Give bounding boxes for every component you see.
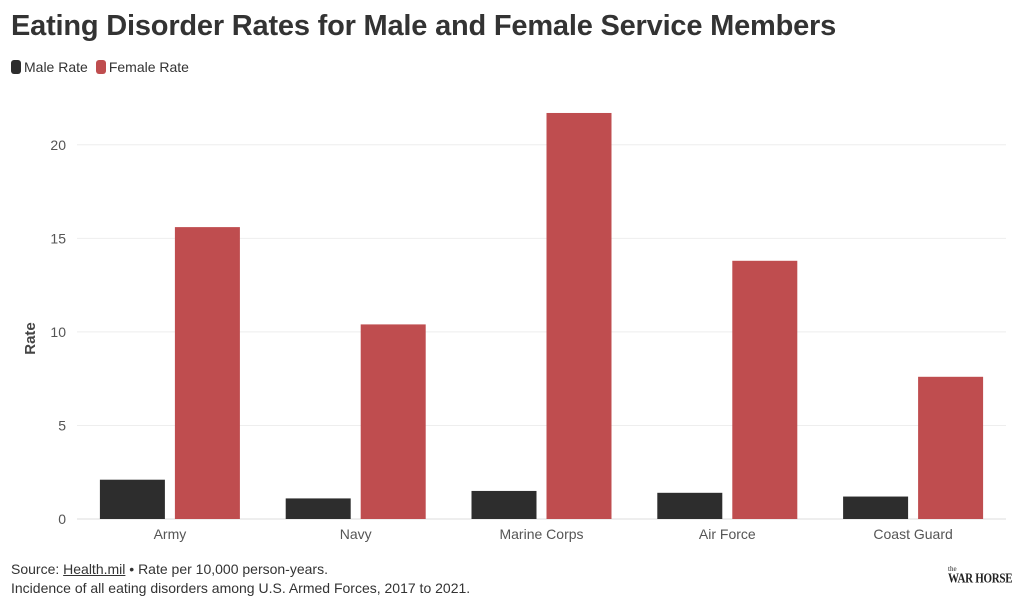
x-tick-label: Marine Corps — [499, 526, 583, 542]
bar-male — [657, 492, 723, 519]
x-tick-label: Navy — [340, 526, 372, 542]
y-tick-label: 10 — [50, 324, 66, 340]
chart-title: Eating Disorder Rates for Male and Femal… — [11, 10, 837, 42]
x-tick-label: Army — [154, 526, 187, 542]
bar-male — [99, 479, 165, 519]
source-link[interactable]: Health.mil — [63, 561, 126, 577]
y-tick-label: 20 — [50, 137, 66, 153]
footer-note: Incidence of all eating disorders among … — [11, 580, 471, 596]
legend-label-male: Male Rate — [24, 59, 88, 75]
y-tick-label: 15 — [50, 230, 66, 246]
source-prefix: Source: — [11, 561, 64, 577]
legend-swatch-male — [11, 60, 21, 74]
bar-male — [471, 490, 537, 519]
logo-small-text: the — [948, 565, 957, 573]
bar-female — [918, 376, 984, 519]
bar-male — [285, 498, 351, 519]
legend-item-male[interactable]: Male Rate — [11, 59, 88, 75]
legend-item-female[interactable]: Female Rate — [95, 59, 189, 75]
x-tick-label: Air Force — [699, 526, 756, 542]
chart-legend: Male Rate Female Rate — [11, 59, 189, 75]
bar-male — [843, 496, 909, 519]
y-tick-label: 5 — [58, 417, 66, 433]
source-suffix: • Rate per 10,000 person-years. — [125, 561, 328, 577]
bar-female — [360, 324, 426, 519]
x-tick-label: Coast Guard — [873, 526, 952, 542]
logo-main-text: WAR HORSE — [948, 571, 1013, 586]
source-line: Source: Health.mil • Rate per 10,000 per… — [11, 560, 470, 579]
war-horse-logo: the WAR HORSE — [948, 565, 1013, 586]
bar-female — [546, 112, 612, 520]
chart-footer: Source: Health.mil • Rate per 10,000 per… — [11, 560, 470, 598]
y-axis-label: Rate — [22, 322, 39, 355]
y-tick-label: 0 — [58, 511, 66, 527]
bar-female — [732, 260, 798, 519]
bar-female — [174, 227, 240, 519]
legend-swatch-female — [95, 60, 106, 74]
legend-label-female: Female Rate — [108, 59, 189, 75]
